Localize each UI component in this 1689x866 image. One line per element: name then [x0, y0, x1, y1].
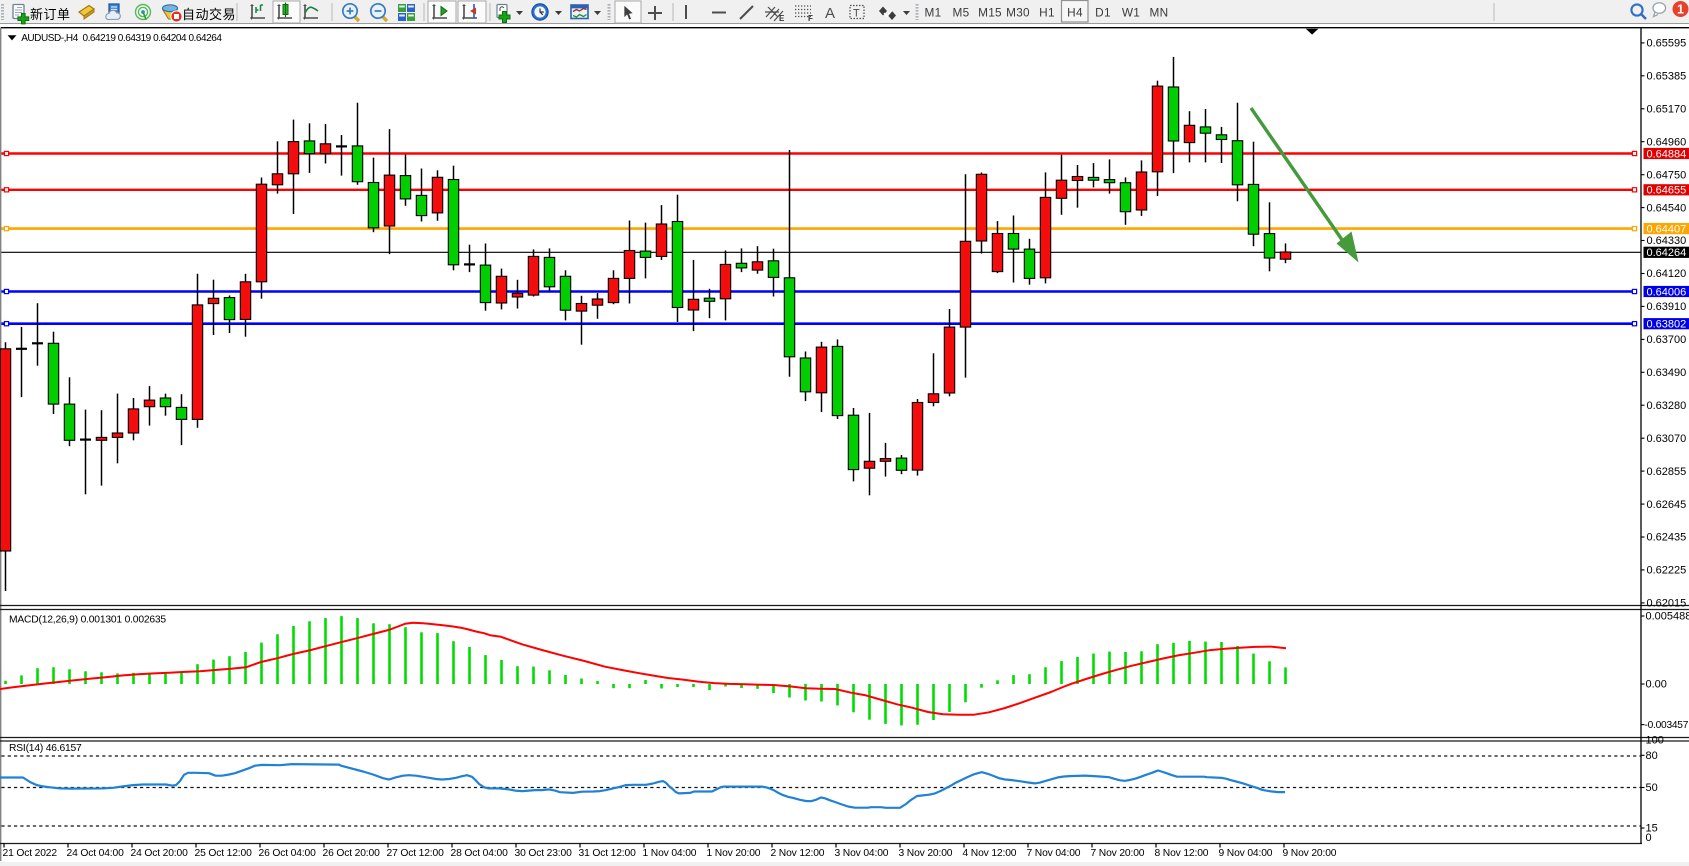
svg-text:15: 15	[1646, 823, 1658, 835]
svg-text:30 Oct 23:00: 30 Oct 23:00	[515, 848, 573, 859]
svg-text:0.64655: 0.64655	[1647, 185, 1687, 197]
svg-text:D1: D1	[1095, 6, 1111, 20]
svg-text:24 Oct 04:00: 24 Oct 04:00	[67, 848, 125, 859]
svg-text:0.005488: 0.005488	[1646, 611, 1689, 623]
svg-text:27 Oct 12:00: 27 Oct 12:00	[387, 848, 445, 859]
svg-text:0.64750: 0.64750	[1647, 169, 1687, 181]
svg-text:3 Nov 20:00: 3 Nov 20:00	[899, 848, 953, 859]
svg-text:0.65385: 0.65385	[1647, 71, 1687, 83]
svg-text:9 Nov 04:00: 9 Nov 04:00	[1219, 848, 1273, 859]
svg-text:0.63910: 0.63910	[1647, 301, 1687, 313]
svg-text:M30: M30	[1006, 6, 1030, 20]
svg-text:26 Oct 04:00: 26 Oct 04:00	[259, 848, 317, 859]
svg-text:0.64330: 0.64330	[1647, 235, 1687, 247]
svg-text:0.63070: 0.63070	[1647, 433, 1687, 445]
svg-text:W1: W1	[1122, 6, 1140, 20]
svg-text:M5: M5	[953, 6, 970, 20]
svg-text:0.63802: 0.63802	[1647, 319, 1687, 331]
svg-text:24 Oct 20:00: 24 Oct 20:00	[131, 848, 189, 859]
svg-text:0.64884: 0.64884	[1647, 148, 1687, 160]
svg-text:0.00: 0.00	[1646, 679, 1667, 691]
svg-text:7 Nov 04:00: 7 Nov 04:00	[1027, 848, 1081, 859]
svg-text:7 Nov 20:00: 7 Nov 20:00	[1091, 848, 1145, 859]
svg-text:26 Oct 20:00: 26 Oct 20:00	[323, 848, 381, 859]
svg-text:0.64540: 0.64540	[1647, 202, 1687, 214]
svg-text:0.63700: 0.63700	[1647, 334, 1687, 346]
svg-text:0.62645: 0.62645	[1647, 499, 1687, 511]
svg-text:RSI(14) 46.6157: RSI(14) 46.6157	[9, 743, 82, 754]
svg-text:0.64006: 0.64006	[1647, 286, 1687, 298]
svg-text:0: 0	[1646, 832, 1652, 844]
svg-text:9 Nov 20:00: 9 Nov 20:00	[1283, 848, 1337, 859]
svg-text:8 Nov 12:00: 8 Nov 12:00	[1155, 848, 1209, 859]
svg-text:0.62435: 0.62435	[1647, 532, 1687, 544]
svg-text:-0.003457: -0.003457	[1645, 720, 1689, 731]
svg-text:E: E	[779, 14, 785, 23]
svg-text:2 Nov 12:00: 2 Nov 12:00	[771, 848, 825, 859]
svg-text:0.65595: 0.65595	[1647, 38, 1687, 50]
svg-text:M1: M1	[925, 6, 942, 20]
svg-text:MN: MN	[1150, 6, 1169, 20]
svg-text:3 Nov 04:00: 3 Nov 04:00	[835, 848, 889, 859]
svg-text:F: F	[808, 14, 813, 23]
svg-text:1 Nov 04:00: 1 Nov 04:00	[643, 848, 697, 859]
svg-text:0.64264: 0.64264	[1647, 247, 1687, 259]
svg-text:0.63490: 0.63490	[1647, 367, 1687, 379]
svg-text:H4: H4	[1067, 6, 1083, 20]
svg-text:25 Oct 12:00: 25 Oct 12:00	[195, 848, 253, 859]
svg-text:31 Oct 12:00: 31 Oct 12:00	[579, 848, 637, 859]
svg-text:0.64960: 0.64960	[1647, 136, 1687, 148]
svg-text:MACD(12,26,9) 0.001301 0.00263: MACD(12,26,9) 0.001301 0.002635	[9, 614, 166, 625]
svg-text:H1: H1	[1039, 6, 1055, 20]
svg-text:21 Oct 2022: 21 Oct 2022	[3, 848, 58, 859]
svg-text:0.62855: 0.62855	[1647, 466, 1687, 478]
svg-text:0.63280: 0.63280	[1647, 400, 1687, 412]
svg-text:T: T	[853, 8, 860, 20]
svg-text:0.65170: 0.65170	[1647, 104, 1687, 116]
svg-text:0.64120: 0.64120	[1647, 268, 1687, 280]
svg-text:0.64407: 0.64407	[1647, 223, 1687, 235]
svg-text:4 Nov 12:00: 4 Nov 12:00	[963, 848, 1017, 859]
svg-text:0.62015: 0.62015	[1647, 598, 1687, 610]
svg-text:AUDUSD-,H4 0.64219 0.64319 0.: AUDUSD-,H4 0.64219 0.64319 0.64204 0.642…	[21, 33, 222, 44]
svg-text:1 Nov 20:00: 1 Nov 20:00	[707, 848, 761, 859]
svg-text:1: 1	[1677, 2, 1684, 16]
svg-text:A: A	[825, 5, 835, 22]
svg-text:28 Oct 04:00: 28 Oct 04:00	[451, 848, 509, 859]
svg-text:50: 50	[1646, 782, 1658, 794]
svg-text:80: 80	[1646, 750, 1658, 762]
svg-text:M15: M15	[978, 6, 1002, 20]
svg-text:0.62225: 0.62225	[1647, 565, 1687, 577]
svg-text:100: 100	[1646, 734, 1664, 746]
